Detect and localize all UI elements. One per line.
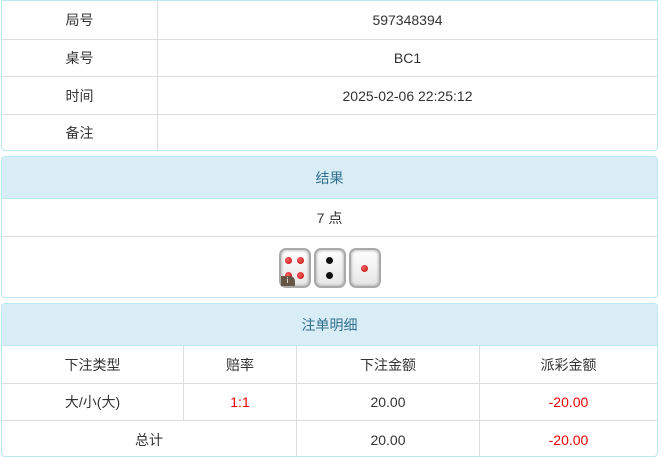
- pip: [284, 272, 292, 280]
- total-amount: 20.00: [296, 421, 479, 456]
- note-value: [157, 115, 657, 150]
- die-1: [348, 248, 381, 288]
- info-row-note: 备注: [2, 114, 657, 150]
- info-table: 局号 597348394 桌号 BC1 时间 2025-02-06 22:25:12 …: [1, 0, 658, 151]
- dice-row: i: [2, 236, 657, 297]
- label: 桌号: [65, 50, 94, 66]
- time-value: 2025-02-06 22:25:12: [157, 77, 657, 114]
- pip: [326, 256, 333, 264]
- label: 局号: [65, 12, 94, 28]
- pip: [326, 272, 333, 280]
- info-icon[interactable]: i: [280, 276, 295, 286]
- die-2: [313, 248, 346, 288]
- dice-group: i: [2, 237, 657, 297]
- result-points: 7 点: [316, 209, 343, 226]
- bet-details-title: 注单明细: [2, 304, 657, 346]
- info-row-table: 桌号 BC1: [2, 39, 657, 76]
- total-payout: -20.00: [479, 421, 657, 456]
- col-payout: 派彩金额: [479, 346, 657, 383]
- pip: [297, 272, 305, 280]
- total-label: 总计: [135, 431, 163, 448]
- bet-details-panel: 注单明细 下注类型 赔率 下注金额 派彩金额 大/小(大) 1:1 20.00 …: [1, 303, 658, 457]
- payout: -20.00: [479, 384, 657, 420]
- odds: 1:1: [183, 384, 296, 420]
- info-row-time: 时间 2025-02-06 22:25:12: [2, 76, 657, 114]
- round-number: 597348394: [157, 1, 657, 39]
- total-row: 总计 20.00 -20.00: [2, 420, 657, 456]
- pip: [284, 256, 292, 264]
- result-panel: 结果 7 点 i: [1, 156, 658, 298]
- col-bet-type: 下注类型: [64, 356, 121, 373]
- label: 备注: [65, 124, 94, 141]
- info-row-round: 局号 597348394: [2, 1, 657, 39]
- col-odds: 赔率: [183, 346, 296, 383]
- result-title: 结果: [2, 157, 657, 199]
- bet-amount: 20.00: [296, 384, 479, 420]
- bet-type: 大/小(大): [64, 394, 121, 410]
- bet-header-row: 下注类型 赔率 下注金额 派彩金额: [2, 346, 657, 383]
- label: 时间: [65, 87, 94, 104]
- table-row: 大/小(大) 1:1 20.00 -20.00: [2, 383, 657, 420]
- table-number: BC1: [157, 40, 657, 76]
- pip: [361, 264, 368, 272]
- die-4: i: [278, 248, 311, 288]
- col-bet-amount: 下注金额: [296, 346, 479, 383]
- pip: [297, 256, 305, 264]
